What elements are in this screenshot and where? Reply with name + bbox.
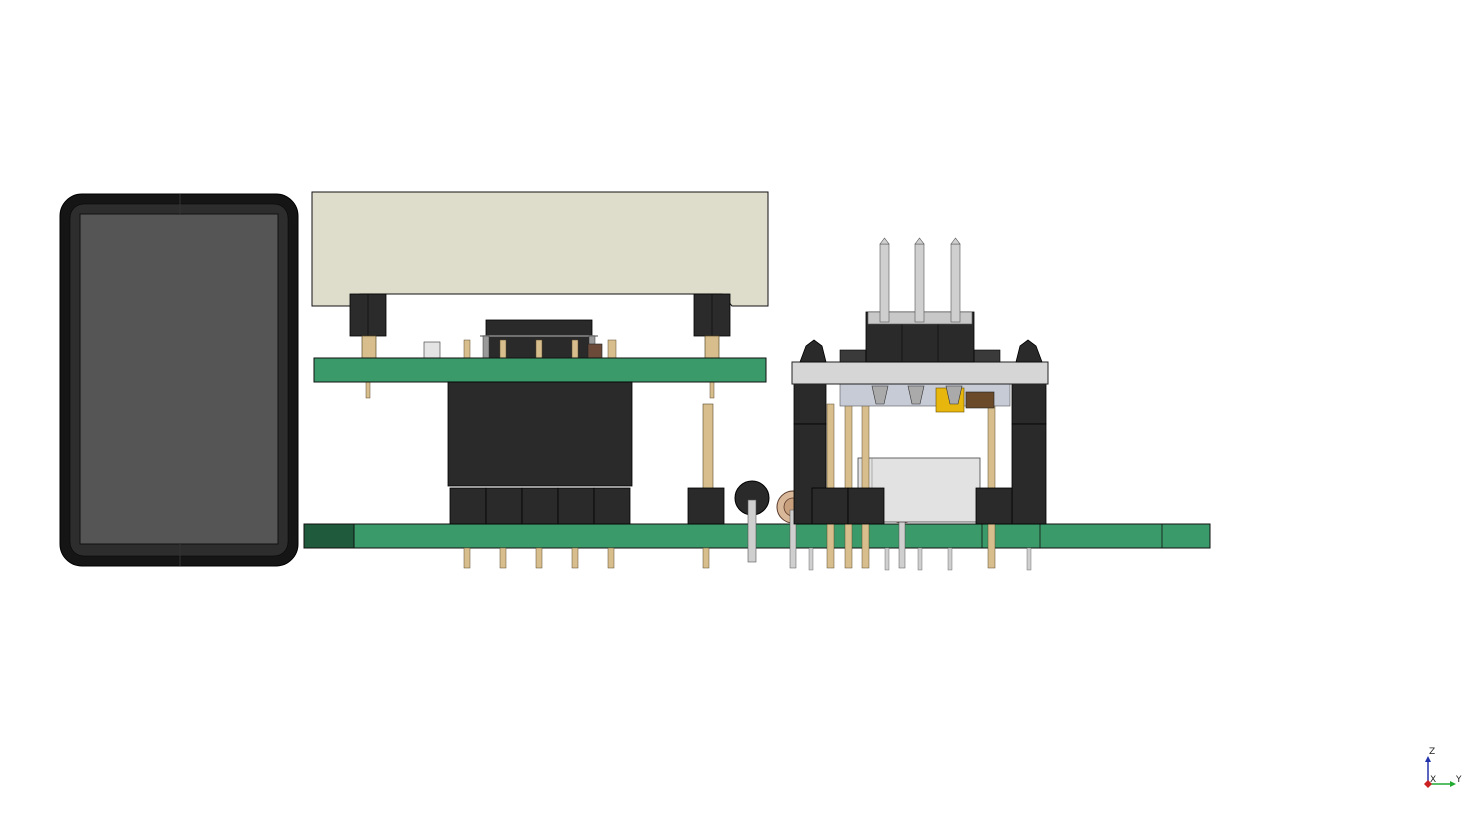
underside-parts [839,383,1011,413]
lower-pins [463,547,710,569]
black-round-part [734,480,770,563]
three-pin-header [865,237,975,363]
gray-mounting-plate [791,361,1049,385]
upper-pcb [313,357,767,383]
y-axis-head [1450,781,1456,787]
x-axis-label: X [1430,775,1436,785]
smd-resistor [587,343,603,359]
x-axis-marker [1424,780,1432,788]
smd-capacitor [423,341,441,359]
axis-triad[interactable]: Z X Y [1424,747,1462,788]
right-module-thin-pins [808,547,1032,571]
smd-part-small [607,339,617,359]
interboard-pin [702,403,714,491]
upper-pcb-pins [463,339,579,359]
connector-block [447,381,633,487]
z-axis-label: Z [1429,747,1435,757]
pin-header-row [449,487,725,525]
lower-pcb [303,523,1211,549]
right-module-posts [793,383,1047,525]
beige-component [311,191,769,307]
standoff-right [693,293,731,399]
standoff-left [349,293,387,399]
right-header-blocks [811,487,1013,525]
z-axis-head [1425,756,1431,762]
y-axis-label: Y [1455,775,1462,785]
plate-top-parts [799,339,1043,363]
display-module [59,193,299,567]
